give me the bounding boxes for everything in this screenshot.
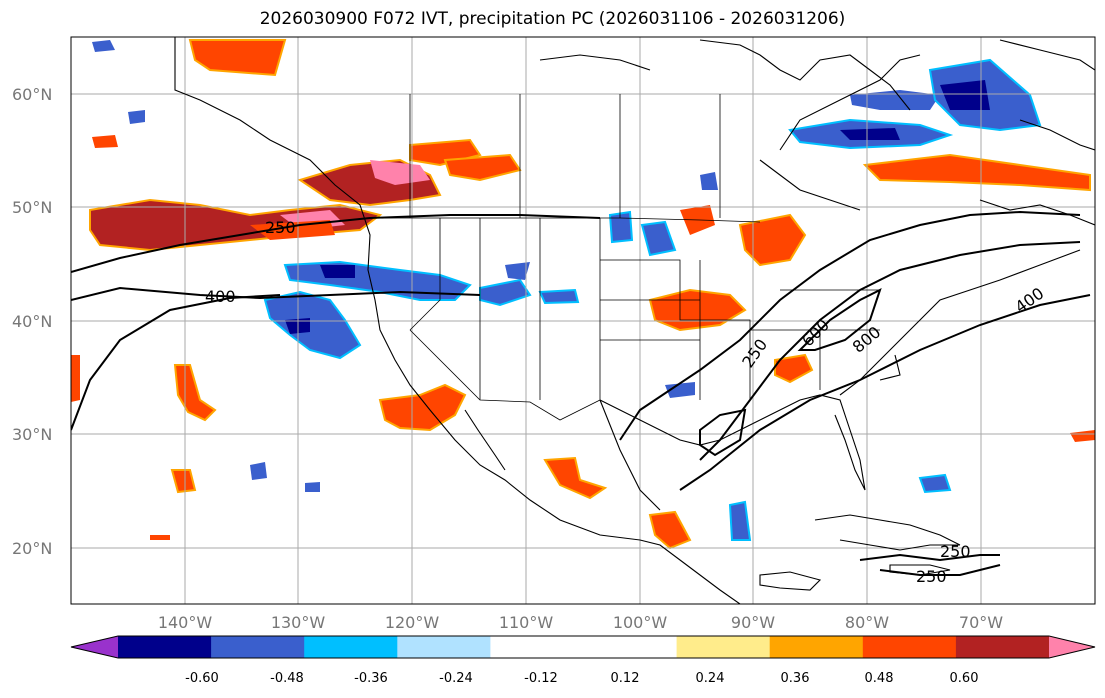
colorbar-segment xyxy=(304,636,398,658)
lat-label: 30°N xyxy=(12,425,52,444)
lon-label: 90°W xyxy=(731,613,775,632)
colorbar-outline xyxy=(70,635,1096,659)
lon-label: 140°W xyxy=(158,613,213,632)
coastlines xyxy=(174,37,1095,604)
longitude-labels: 140°W 130°W 120°W 110°W 100°W 90°W 80°W … xyxy=(158,613,1003,632)
colorbar-segment xyxy=(490,636,584,658)
lon-label: 70°W xyxy=(959,613,1003,632)
lat-label: 40°N xyxy=(12,312,52,331)
colorbar-tick-label: -0.36 xyxy=(354,671,388,686)
lon-label: 80°W xyxy=(845,613,889,632)
colorbar-segment xyxy=(583,636,678,658)
map-frame xyxy=(70,36,1096,605)
colorbar-segment xyxy=(955,636,1050,658)
latitude-labels: 60°N 50°N 40°N 30°N 20°N xyxy=(12,85,52,558)
colorbar-tick-label: -0.48 xyxy=(270,671,304,686)
ivt-contours xyxy=(71,210,1091,576)
ivt-label: 250 xyxy=(916,567,947,586)
precip-negative-anomalies xyxy=(92,40,1042,541)
graticule xyxy=(71,37,1095,604)
colorbar-tick-label: 0.24 xyxy=(696,671,725,686)
colorbar-segment xyxy=(397,636,491,658)
lon-label: 110°W xyxy=(499,613,554,632)
colorbar-tick-label: 0.12 xyxy=(611,671,640,686)
colorbar-extend-min xyxy=(71,636,118,658)
lon-label: 100°W xyxy=(613,613,668,632)
lon-label: 120°W xyxy=(385,613,440,632)
colorbar-extend-max xyxy=(1049,636,1095,658)
colorbar-tick-label: -0.24 xyxy=(439,671,473,686)
lat-label: 20°N xyxy=(12,539,52,558)
ivt-label: 400 xyxy=(205,287,236,306)
colorbar-segment xyxy=(118,636,212,658)
colorbar xyxy=(70,635,1096,659)
colorbar-segment xyxy=(862,636,957,658)
colorbar-tick-label: -0.60 xyxy=(185,671,219,686)
ivt-label: 250 xyxy=(940,542,971,561)
colorbar-tick-label: 0.48 xyxy=(865,671,894,686)
colorbar-segment xyxy=(769,636,864,658)
lat-label: 50°N xyxy=(12,198,52,217)
colorbar-segment xyxy=(211,636,305,658)
colorbar-labels: -0.60 -0.48 -0.36 -0.24 -0.12 0.12 0.24 … xyxy=(185,671,978,686)
lon-label: 130°W xyxy=(271,613,326,632)
colorbar-tick-label: -0.12 xyxy=(524,671,558,686)
ivt-label: 250 xyxy=(265,218,296,237)
colorbar-tick-label: 0.60 xyxy=(950,671,979,686)
lat-label: 60°N xyxy=(12,85,52,104)
colorbar-tick-label: 0.36 xyxy=(781,671,810,686)
map-title: 2026030900 F072 IVT, precipitation PC (2… xyxy=(259,9,846,29)
colorbar-segment xyxy=(676,636,771,658)
